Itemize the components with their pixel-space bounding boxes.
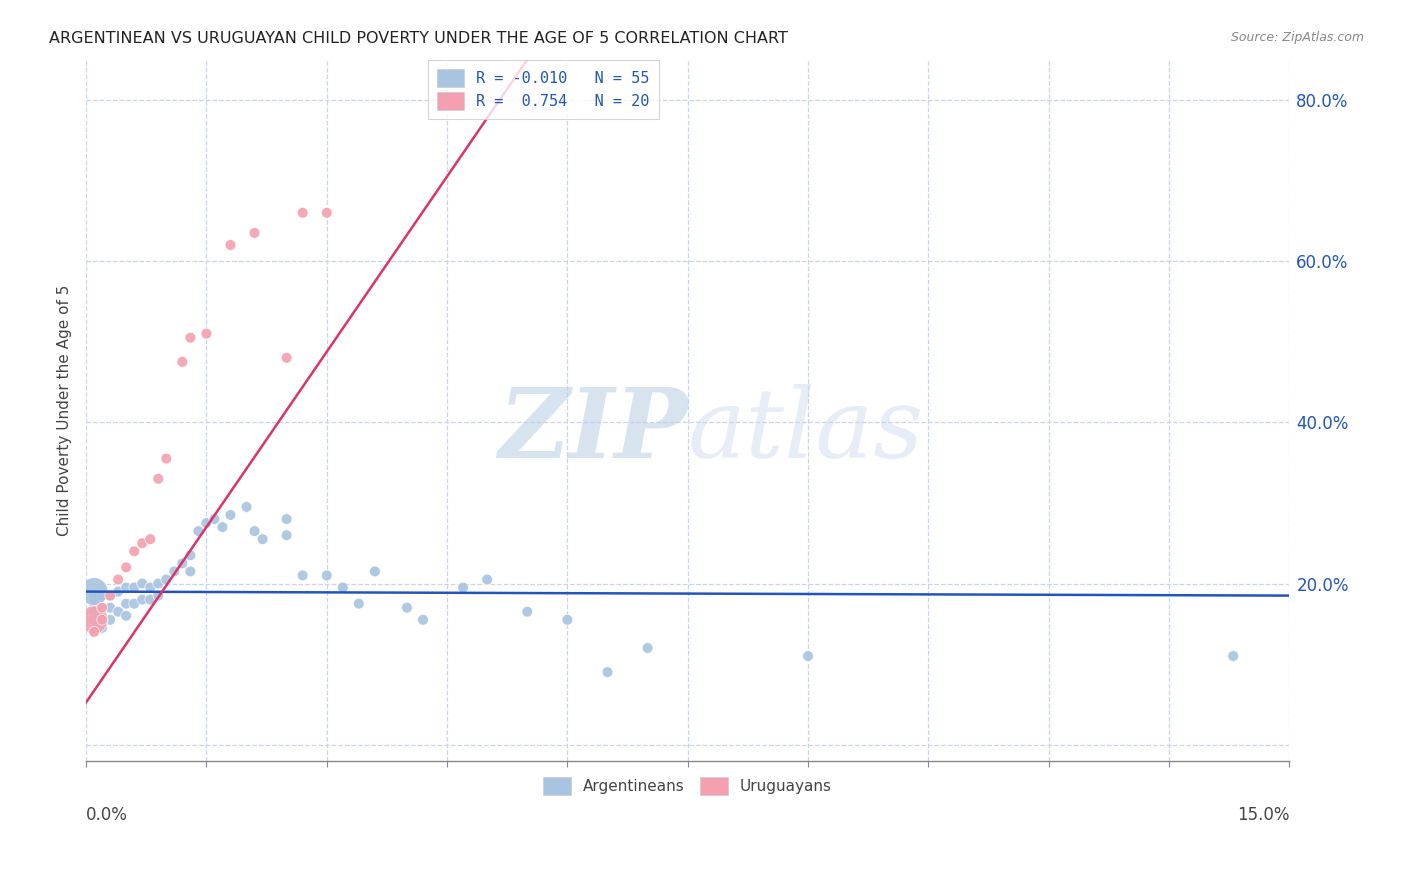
- Point: [91, 613, 114, 627]
- Point: [148, 472, 170, 486]
- Point: [91, 589, 114, 603]
- Point: [98, 589, 121, 603]
- Point: [291, 206, 314, 220]
- Point: [139, 581, 162, 595]
- Point: [98, 600, 121, 615]
- Point: [243, 524, 266, 538]
- Point: [115, 560, 138, 574]
- Point: [107, 605, 129, 619]
- Point: [516, 605, 538, 619]
- Point: [83, 589, 105, 603]
- Point: [83, 613, 105, 627]
- Point: [155, 573, 177, 587]
- Point: [451, 581, 474, 595]
- Point: [131, 536, 153, 550]
- Point: [204, 512, 226, 526]
- Text: 15.0%: 15.0%: [1237, 806, 1289, 824]
- Point: [395, 600, 418, 615]
- Point: [219, 238, 242, 252]
- Point: [131, 592, 153, 607]
- Point: [219, 508, 242, 522]
- Point: [83, 613, 105, 627]
- Point: [163, 565, 186, 579]
- Point: [596, 665, 619, 680]
- Text: 0.0%: 0.0%: [86, 806, 128, 824]
- Point: [155, 451, 177, 466]
- Text: Source: ZipAtlas.com: Source: ZipAtlas.com: [1230, 31, 1364, 45]
- Point: [83, 624, 105, 639]
- Point: [83, 584, 105, 599]
- Point: [115, 597, 138, 611]
- Point: [276, 351, 298, 365]
- Point: [475, 573, 498, 587]
- Point: [187, 524, 209, 538]
- Point: [243, 226, 266, 240]
- Point: [148, 589, 170, 603]
- Point: [107, 584, 129, 599]
- Point: [107, 573, 129, 587]
- Point: [797, 648, 820, 663]
- Point: [179, 549, 201, 563]
- Point: [276, 528, 298, 542]
- Point: [83, 597, 105, 611]
- Point: [364, 565, 387, 579]
- Point: [115, 608, 138, 623]
- Point: [637, 640, 659, 655]
- Point: [172, 557, 194, 571]
- Point: [91, 621, 114, 635]
- Point: [148, 576, 170, 591]
- Point: [91, 600, 114, 615]
- Point: [315, 206, 337, 220]
- Point: [332, 581, 354, 595]
- Point: [91, 600, 114, 615]
- Text: atlas: atlas: [688, 384, 924, 478]
- Point: [211, 520, 233, 534]
- Point: [235, 500, 257, 514]
- Point: [83, 605, 105, 619]
- Point: [195, 326, 218, 341]
- Point: [179, 331, 201, 345]
- Point: [315, 568, 337, 582]
- Point: [195, 516, 218, 530]
- Point: [179, 565, 201, 579]
- Point: [115, 581, 138, 595]
- Legend: Argentineans, Uruguayans: Argentineans, Uruguayans: [536, 770, 839, 802]
- Point: [139, 532, 162, 546]
- Point: [172, 355, 194, 369]
- Point: [412, 613, 434, 627]
- Point: [98, 589, 121, 603]
- Point: [139, 592, 162, 607]
- Text: ARGENTINEAN VS URUGUAYAN CHILD POVERTY UNDER THE AGE OF 5 CORRELATION CHART: ARGENTINEAN VS URUGUAYAN CHILD POVERTY U…: [49, 31, 789, 46]
- Point: [122, 581, 145, 595]
- Point: [98, 613, 121, 627]
- Point: [557, 613, 579, 627]
- Point: [131, 576, 153, 591]
- Point: [1222, 648, 1244, 663]
- Text: ZIP: ZIP: [498, 384, 688, 478]
- Y-axis label: Child Poverty Under the Age of 5: Child Poverty Under the Age of 5: [58, 285, 72, 536]
- Point: [291, 568, 314, 582]
- Point: [122, 597, 145, 611]
- Point: [91, 613, 114, 627]
- Point: [276, 512, 298, 526]
- Point: [122, 544, 145, 558]
- Point: [347, 597, 370, 611]
- Point: [252, 532, 274, 546]
